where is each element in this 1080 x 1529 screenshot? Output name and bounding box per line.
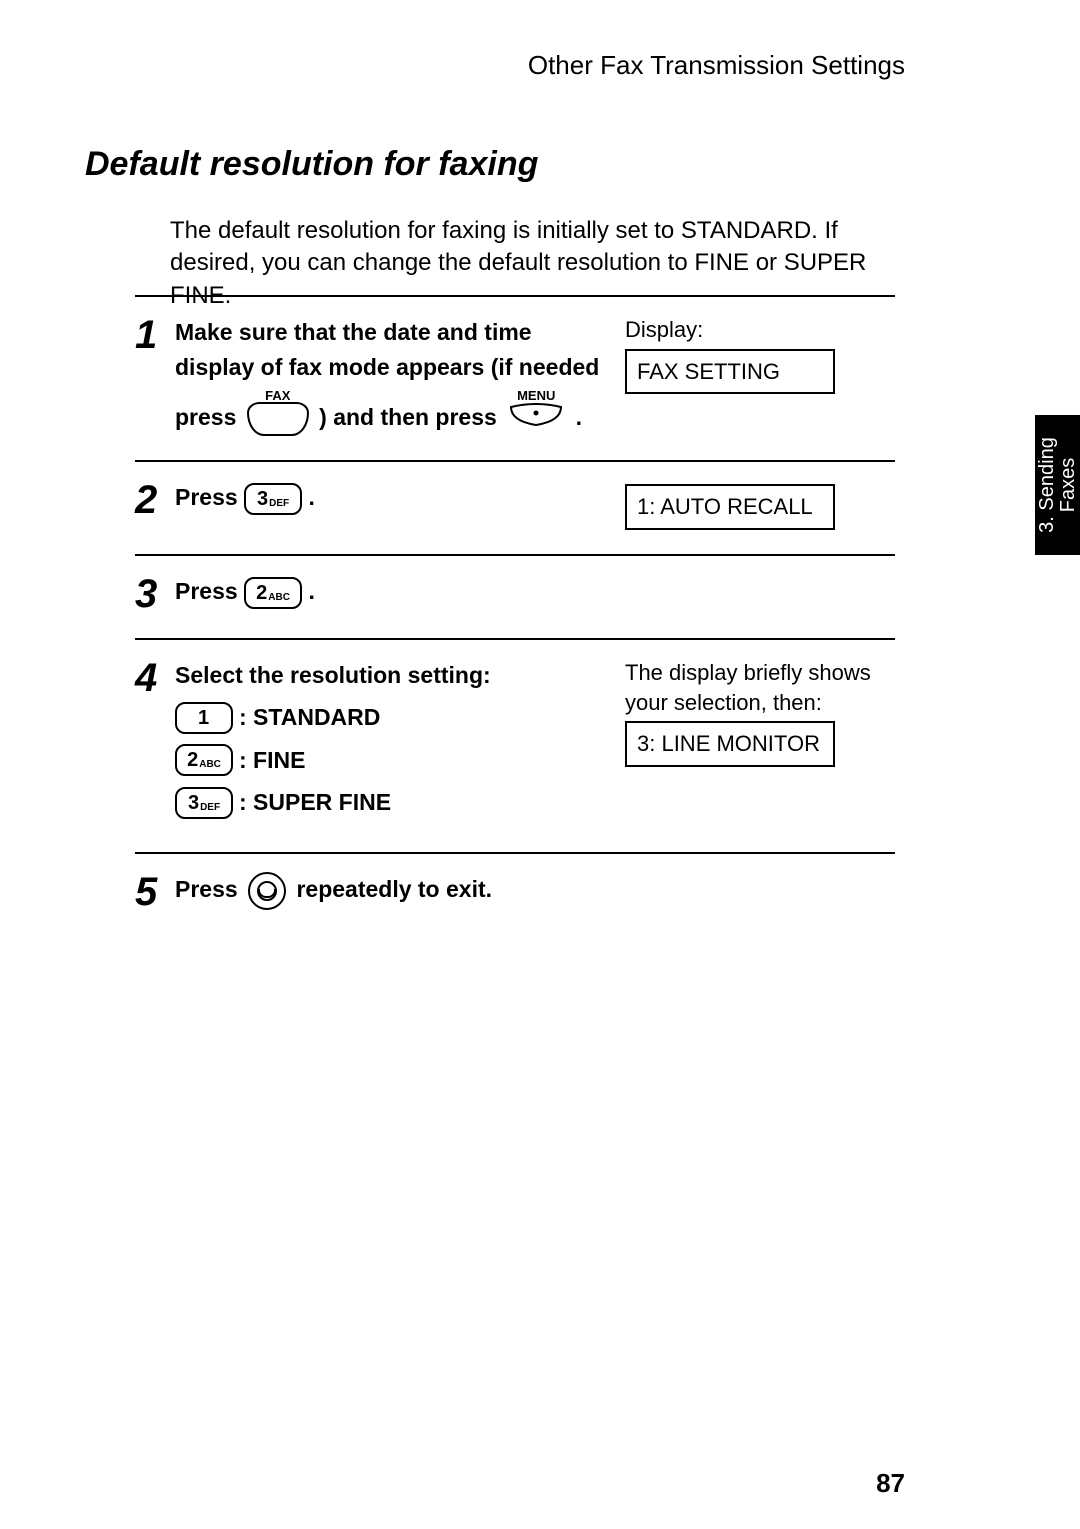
page: Other Fax Transmission Settings Default … bbox=[0, 0, 1080, 1529]
step-1-mid: ) and then press bbox=[319, 404, 503, 430]
step-number: 3 bbox=[135, 574, 175, 614]
step-5-suffix: repeatedly to exit. bbox=[296, 876, 492, 902]
option-standard: 1 : STANDARD bbox=[175, 700, 625, 735]
step-4: 4 Select the resolution setting: 1 : STA… bbox=[135, 638, 895, 852]
display-note: The display briefly shows your selection… bbox=[625, 658, 895, 717]
display-box: FAX SETTING bbox=[625, 349, 835, 395]
step-5-press: Press bbox=[175, 876, 244, 902]
option-label: : STANDARD bbox=[239, 700, 380, 735]
display-label: Display: bbox=[625, 315, 895, 345]
step-1: 1 Make sure that the date and time displ… bbox=[135, 295, 895, 460]
option-label: : FINE bbox=[239, 743, 305, 778]
step-5: 5 Press repeatedly to exit. bbox=[135, 852, 895, 936]
step-number: 4 bbox=[135, 658, 175, 698]
step-1-suffix: . bbox=[576, 404, 582, 430]
fax-key-icon: FAX bbox=[247, 402, 309, 436]
key-3: 3DEF bbox=[244, 483, 302, 515]
step-2-press: Press bbox=[175, 484, 244, 510]
tab-line1: 3. Sending bbox=[1036, 437, 1058, 533]
menu-key-label: MENU bbox=[517, 386, 555, 406]
option-fine: 2ABC : FINE bbox=[175, 743, 625, 778]
step-1-line2: display of fax mode appears (if needed bbox=[175, 350, 625, 385]
key-2: 2ABC bbox=[244, 577, 302, 609]
step-number: 5 bbox=[135, 872, 175, 912]
step-number: 2 bbox=[135, 480, 175, 520]
step-4-heading: Select the resolution setting: bbox=[175, 658, 625, 693]
option-superfine: 3DEF : SUPER FINE bbox=[175, 785, 625, 820]
key-2: 2ABC bbox=[175, 744, 233, 776]
step-2: 2 Press 3DEF . 1: AUTO RECALL bbox=[135, 460, 895, 554]
key-3: 3DEF bbox=[175, 787, 233, 819]
steps-list: 1 Make sure that the date and time displ… bbox=[135, 295, 895, 936]
step-number: 1 bbox=[135, 315, 175, 355]
stop-icon bbox=[248, 872, 286, 910]
page-number: 87 bbox=[876, 1468, 905, 1499]
display-box: 3: LINE MONITOR bbox=[625, 721, 835, 767]
chapter-tab: 3. Sending Faxes bbox=[1035, 415, 1080, 555]
step-1-press-prefix: press bbox=[175, 404, 236, 430]
step-3-press: Press bbox=[175, 578, 244, 604]
display-box: 1: AUTO RECALL bbox=[625, 484, 835, 530]
step-3: 3 Press 2ABC . bbox=[135, 554, 895, 638]
step-3-suffix: . bbox=[308, 578, 314, 604]
step-1-line1: Make sure that the date and time bbox=[175, 315, 625, 350]
tab-line2: Faxes bbox=[1057, 458, 1079, 512]
page-header: Other Fax Transmission Settings bbox=[528, 50, 905, 81]
section-title: Default resolution for faxing bbox=[85, 145, 538, 184]
step-2-suffix: . bbox=[308, 484, 314, 510]
option-label: : SUPER FINE bbox=[239, 785, 391, 820]
fax-key-label: FAX bbox=[265, 386, 290, 406]
key-1: 1 bbox=[175, 702, 233, 734]
menu-key-icon: MENU bbox=[507, 402, 565, 437]
